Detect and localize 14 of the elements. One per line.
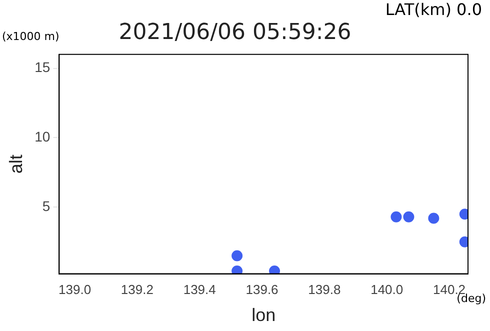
x-tick-label: 139.2 bbox=[120, 282, 154, 298]
x-tick-label: 140.0 bbox=[370, 282, 404, 298]
x-tick-label: 139.4 bbox=[183, 282, 216, 298]
chart-title: 2021/06/06 05:59:26 bbox=[118, 20, 352, 45]
text: LAT(km) 0.0 bbox=[385, 0, 482, 19]
text: (x1000 m) bbox=[2, 30, 60, 43]
x-axis-title: lon bbox=[252, 305, 276, 326]
y-tick-label: 15 bbox=[34, 59, 50, 76]
x-tick-label: 139.8 bbox=[308, 282, 341, 298]
y-tick-label: 5 bbox=[42, 198, 50, 214]
x-tick-label: 139.6 bbox=[246, 282, 278, 298]
y-tick-label: 10 bbox=[34, 128, 50, 145]
y-axis-title: alt bbox=[6, 154, 26, 174]
x-tick-label: 139.0 bbox=[58, 282, 92, 298]
